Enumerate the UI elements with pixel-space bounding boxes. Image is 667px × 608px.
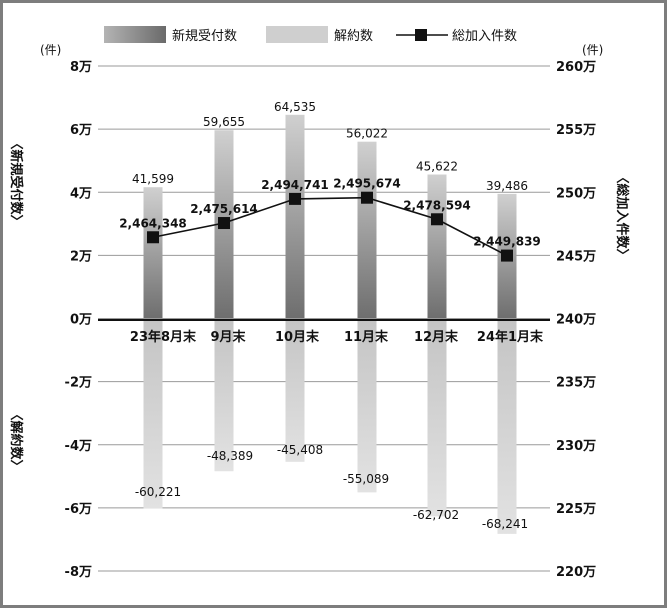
left-axis-title-lower: 〈解約数〉 bbox=[8, 407, 24, 472]
bar-receipts bbox=[427, 174, 447, 319]
left-tick-label: 6万 bbox=[70, 123, 92, 138]
marker-total bbox=[289, 192, 301, 205]
right-tick-label: 220万 bbox=[556, 565, 596, 580]
label-cancellations: -55,089 bbox=[343, 472, 389, 486]
bar-cancellations bbox=[214, 318, 234, 472]
right-tick-label: 245万 bbox=[556, 249, 596, 264]
value-labels: 41,599 59,655 64,535 56,022 45,622 39,486 -60,… bbox=[119, 100, 541, 531]
left-title-upper-text: 〈新規受付数〉 bbox=[8, 136, 24, 227]
label-receipts: 45,622 bbox=[416, 160, 458, 174]
left-title-lower-text: 〈解約数〉 bbox=[8, 407, 24, 472]
right-axis-title: 〈総加入件数〉 bbox=[614, 170, 630, 261]
left-axis-title-upper: 〈新規受付数〉 bbox=[8, 136, 24, 227]
bar-cancellations bbox=[357, 318, 377, 493]
right-tick-label: 250万 bbox=[556, 186, 596, 201]
label-cancellations: -45,408 bbox=[277, 443, 323, 457]
label-receipts: 39,486 bbox=[486, 179, 528, 193]
right-tick-label: 225万 bbox=[556, 502, 596, 517]
label-total: 2,449,839 bbox=[473, 235, 541, 249]
legend-label-cancellations: 解約数 bbox=[334, 29, 373, 44]
right-tick-label: 240万 bbox=[556, 313, 596, 328]
label-receipts: 59,655 bbox=[203, 115, 245, 129]
label-cancellations: -62,702 bbox=[413, 508, 459, 522]
right-title-text: 〈総加入件数〉 bbox=[614, 170, 630, 261]
left-tick-label: 4万 bbox=[70, 186, 92, 201]
total-line-series bbox=[147, 191, 513, 262]
category-label: 12月末 bbox=[414, 329, 459, 345]
label-total: 2,494,741 bbox=[261, 178, 329, 192]
left-axis-unit: (件) bbox=[40, 43, 61, 57]
label-total: 2,495,674 bbox=[333, 177, 401, 191]
bar-cancellations bbox=[143, 318, 163, 509]
bar-cancellations bbox=[497, 318, 517, 534]
category-labels: 23年8月末 9月末 10月末 11月末 12月末 24年1月末 bbox=[130, 329, 544, 345]
legend-swatch-receipts bbox=[104, 26, 166, 43]
bars bbox=[143, 114, 517, 534]
category-label: 24年1月末 bbox=[477, 329, 544, 345]
bar-receipts bbox=[357, 141, 377, 319]
marker-total bbox=[147, 231, 159, 244]
left-tick-label: 8万 bbox=[70, 60, 92, 75]
marker-total bbox=[501, 249, 513, 262]
label-cancellations: -68,241 bbox=[482, 517, 528, 531]
category-label: 11月末 bbox=[344, 329, 389, 345]
line-total bbox=[152, 196, 508, 257]
left-tick-label: 2万 bbox=[70, 249, 92, 264]
left-tick-label: -2万 bbox=[65, 376, 92, 391]
label-receipts: 56,022 bbox=[346, 127, 388, 141]
category-label: 9月末 bbox=[210, 329, 246, 345]
left-tick-label: -6万 bbox=[65, 502, 92, 517]
right-tick-label: 260万 bbox=[556, 60, 596, 75]
label-total: 2,475,614 bbox=[190, 202, 258, 216]
left-tick-label: -4万 bbox=[65, 439, 92, 454]
right-tick-label: 235万 bbox=[556, 376, 596, 391]
marker-total bbox=[431, 213, 443, 226]
marker-total bbox=[218, 217, 230, 230]
legend-label-receipts: 新規受付数 bbox=[172, 28, 237, 44]
marker-total bbox=[361, 191, 373, 204]
left-tick-label: 0万 bbox=[70, 313, 92, 328]
bar-receipts bbox=[285, 114, 305, 319]
category-label: 23年8月末 bbox=[130, 329, 197, 345]
axis-ticks: 8万 260万 6万 255万 4万 250万 2万 245万 0万 240万 -2万 235万 -4万… bbox=[65, 60, 597, 580]
right-tick-label: 230万 bbox=[556, 439, 596, 454]
label-receipts: 64,535 bbox=[274, 100, 316, 114]
bar-receipts bbox=[143, 187, 163, 319]
bar-cancellations bbox=[427, 318, 447, 517]
label-receipts: 41,599 bbox=[132, 172, 174, 186]
category-label: 10月末 bbox=[275, 329, 320, 345]
bar-cancellations bbox=[285, 318, 305, 462]
gridlines bbox=[98, 65, 550, 572]
legend-swatch-cancellations bbox=[266, 26, 328, 43]
legend-marker-total bbox=[415, 29, 427, 41]
label-total: 2,478,594 bbox=[403, 198, 471, 212]
right-axis-unit: (件) bbox=[582, 43, 603, 57]
label-cancellations: -48,389 bbox=[207, 449, 253, 463]
label-total: 2,464,348 bbox=[119, 216, 187, 230]
legend-label-total: 総加入件数 bbox=[452, 29, 517, 44]
left-tick-label: -8万 bbox=[65, 565, 92, 580]
legend: 新規受付数 解約数 総加入件数 bbox=[104, 26, 517, 44]
right-tick-label: 255万 bbox=[556, 123, 596, 138]
label-cancellations: -60,221 bbox=[135, 485, 181, 499]
